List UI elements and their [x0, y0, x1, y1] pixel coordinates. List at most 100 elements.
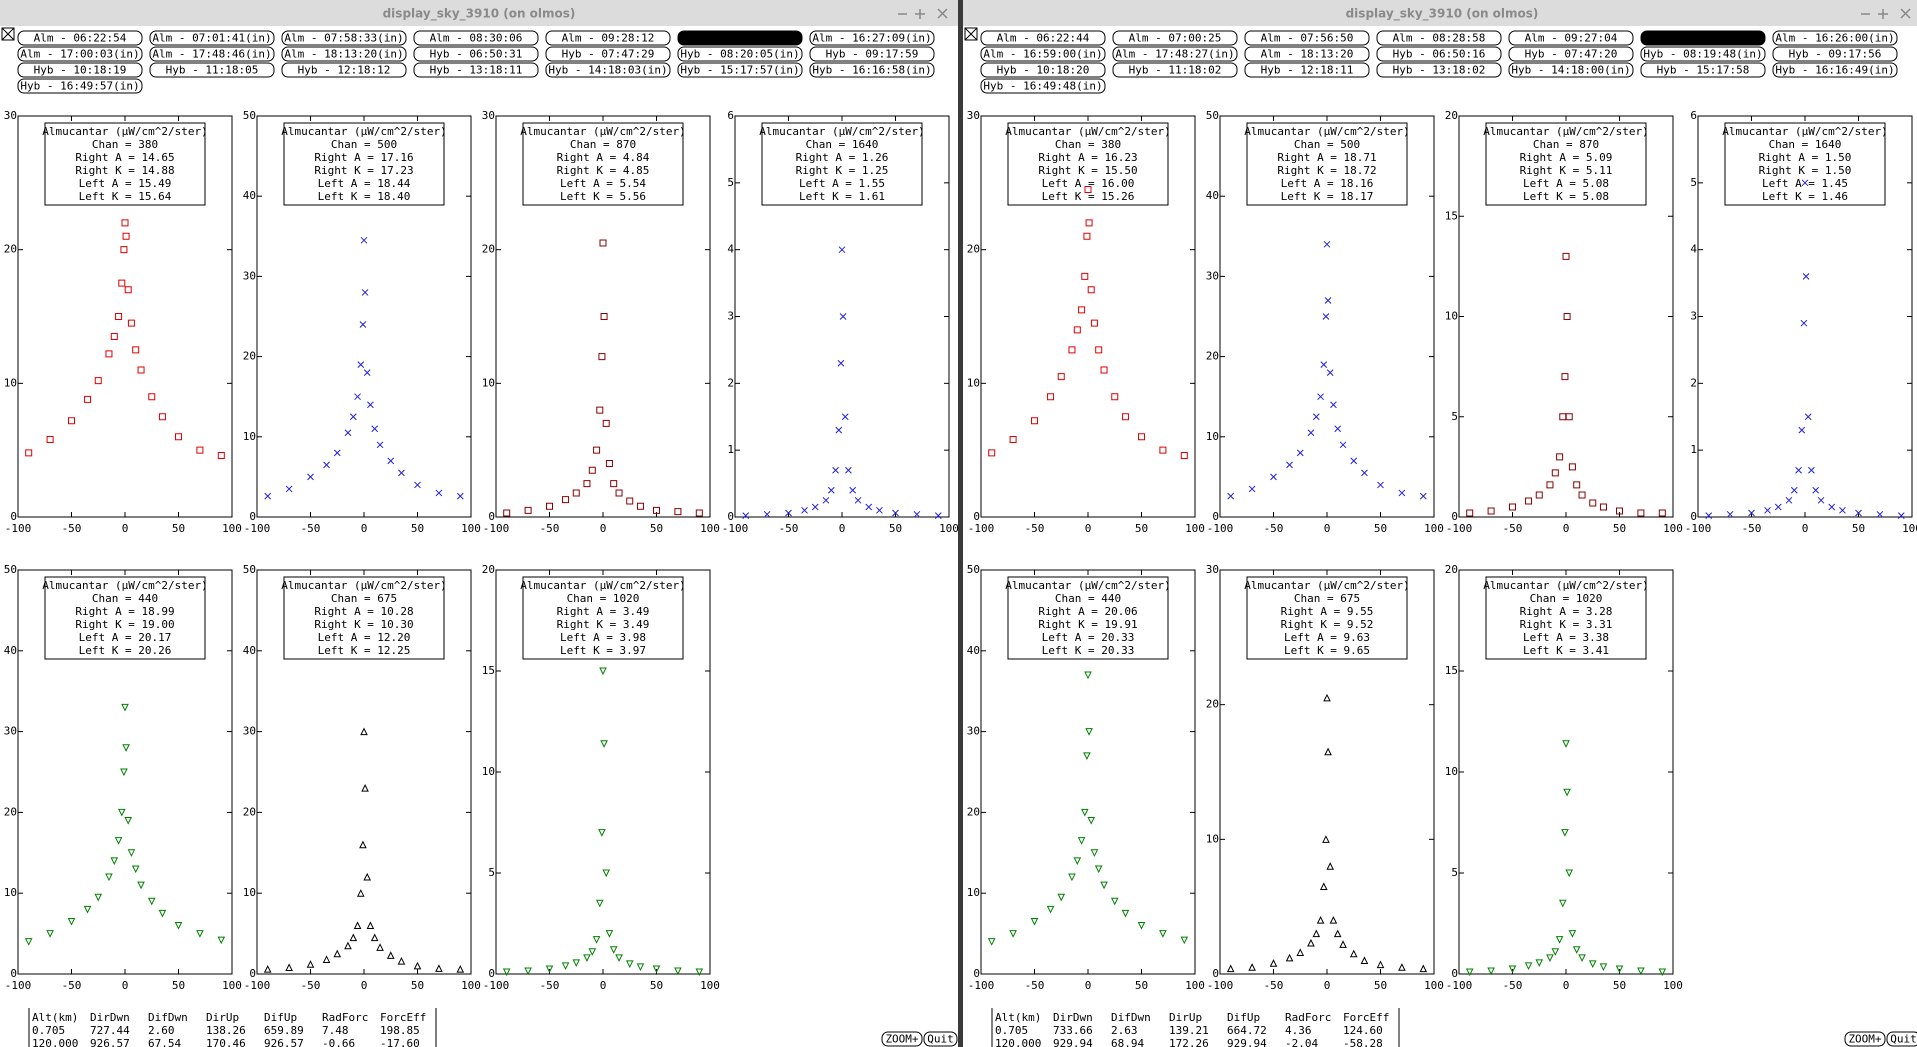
time-button[interactable] [149, 46, 275, 62]
time-button[interactable] [281, 62, 407, 78]
time-button[interactable] [1772, 46, 1898, 62]
control-button[interactable] [1886, 1031, 1917, 1047]
time-button[interactable] [980, 30, 1106, 46]
control-button[interactable] [1844, 1031, 1886, 1047]
legend-line: Left A = 20.17 [79, 631, 172, 644]
y-tick-label: 10 [967, 376, 980, 389]
x-tick-label: -100 [244, 522, 271, 535]
data-point [674, 967, 682, 976]
table-cell: 664.72 [1227, 1024, 1267, 1037]
time-button[interactable] [1112, 30, 1238, 46]
data-point [46, 435, 54, 443]
time-button[interactable] [281, 46, 407, 62]
data-point [1316, 916, 1325, 924]
legend-line: Right K = 3.31 [1520, 618, 1613, 631]
maximize-icon[interactable] [915, 9, 925, 19]
time-button[interactable] [1640, 46, 1766, 62]
x-tick-label: -100 [244, 979, 271, 992]
time-button[interactable] [809, 30, 935, 46]
time-button[interactable] [413, 30, 539, 46]
data-point [1320, 361, 1328, 368]
table-cell: 198.85 [380, 1024, 420, 1037]
time-button[interactable] [677, 46, 803, 62]
legend-line: Almucantar (µW/cm^2/ster) [1244, 125, 1410, 138]
data-point [1307, 938, 1315, 947]
data-point [593, 446, 601, 454]
time-button[interactable] [677, 30, 803, 46]
legend-line: Chan = 440 [1055, 592, 1121, 605]
table-cell: 733.66 [1053, 1024, 1093, 1037]
data-point [1817, 496, 1825, 504]
y-tick-label: 5 [727, 176, 734, 189]
data-point [413, 961, 422, 970]
legend-line: Chan = 675 [1294, 592, 1360, 605]
time-button[interactable] [413, 46, 539, 62]
time-button[interactable] [1376, 62, 1502, 78]
time-button[interactable] [17, 46, 143, 62]
close-icon[interactable] [1900, 8, 1911, 19]
time-button[interactable] [1376, 46, 1502, 62]
time-button[interactable] [809, 46, 935, 62]
y-tick-label: 0 [249, 967, 256, 980]
data-point [1030, 917, 1039, 926]
time-button[interactable] [1244, 46, 1370, 62]
legend-line: Left K = 18.40 [318, 190, 411, 203]
close-box[interactable] [964, 27, 978, 41]
legend-line: Right A = 1.26 [796, 151, 889, 164]
time-button[interactable] [809, 62, 935, 78]
legend-box [522, 576, 684, 660]
plot: 0 10 20 30 -100 -50 0 50 100 Almucantar (µW/cm^2/… [482, 109, 720, 535]
time-button[interactable] [1112, 62, 1238, 78]
legend-line: Chan = 1020 [567, 592, 640, 605]
table-cell: 926.57 [264, 1037, 304, 1047]
time-button[interactable] [677, 62, 803, 78]
time-button[interactable] [980, 46, 1106, 62]
time-button[interactable] [1772, 62, 1898, 78]
y-tick-label: 20 [4, 805, 17, 818]
table-header: RadForc [1285, 1011, 1331, 1024]
time-button[interactable] [1640, 62, 1766, 78]
data-point [1227, 492, 1235, 500]
legend-line: Left K = 5.56 [560, 190, 646, 203]
time-button-label: Alm - 07:00:25 [1129, 32, 1222, 45]
time-button[interactable] [1244, 30, 1370, 46]
maximize-icon[interactable] [1878, 9, 1888, 19]
time-button[interactable] [17, 78, 143, 94]
x-tick-label: 100 [1424, 522, 1444, 535]
time-button[interactable] [1772, 30, 1898, 46]
control-button[interactable] [881, 1031, 923, 1047]
time-button[interactable] [149, 62, 275, 78]
data-point [598, 353, 606, 361]
time-button[interactable] [1508, 30, 1634, 46]
legend-line: Right A = 5.09 [1520, 151, 1613, 164]
control-button[interactable] [923, 1031, 958, 1047]
time-button[interactable] [980, 78, 1106, 94]
time-button[interactable] [980, 62, 1106, 78]
time-button[interactable] [1376, 30, 1502, 46]
time-button[interactable] [1640, 30, 1766, 46]
close-box[interactable] [1, 27, 15, 41]
time-button[interactable] [17, 30, 143, 46]
time-button[interactable] [1508, 62, 1634, 78]
data-point [414, 481, 421, 489]
time-button[interactable] [149, 30, 275, 46]
time-button[interactable] [1244, 62, 1370, 78]
close-icon[interactable] [937, 8, 948, 19]
time-button[interactable] [413, 62, 539, 78]
data-point [1081, 272, 1089, 280]
time-button-label: Alm - 08:30:06 [430, 32, 523, 45]
time-button[interactable] [17, 62, 143, 78]
time-button[interactable] [281, 30, 407, 46]
data-point [1546, 954, 1554, 962]
time-button[interactable] [1112, 46, 1238, 62]
time-button[interactable] [545, 62, 671, 78]
time-button[interactable] [1508, 46, 1634, 62]
data-point [545, 965, 554, 974]
data-point [148, 393, 156, 401]
data-point [1801, 179, 1809, 187]
data-point [599, 239, 607, 247]
x-tick-label: 0 [122, 522, 129, 535]
time-button[interactable] [545, 46, 671, 62]
table-header: ForcEff [380, 1011, 426, 1024]
time-button[interactable] [545, 30, 671, 46]
